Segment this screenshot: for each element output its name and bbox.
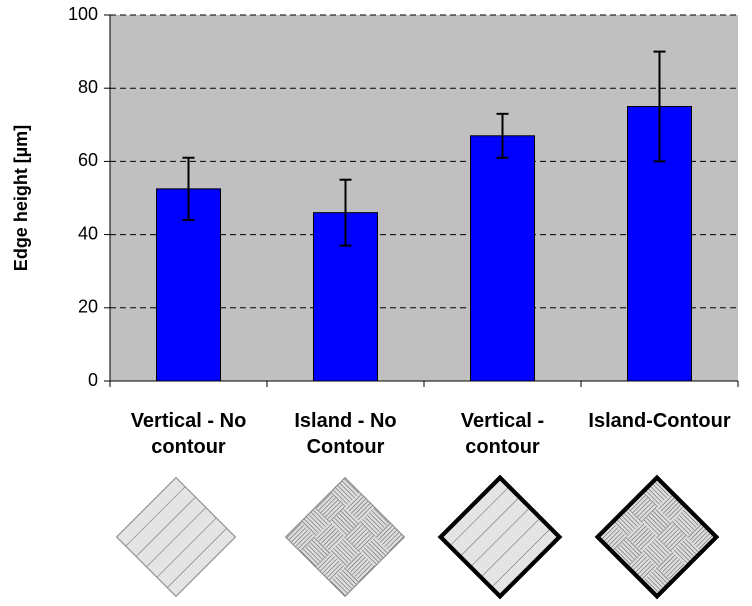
y-axis-label: Edge height [µm] xyxy=(11,125,31,271)
y-tick-label: 20 xyxy=(78,297,98,317)
error-bar xyxy=(496,112,509,159)
y-tick-label: 80 xyxy=(78,77,98,97)
y-tick-label: 0 xyxy=(88,370,98,390)
y-tick-label: 60 xyxy=(78,150,98,170)
icon-island xyxy=(284,476,406,598)
sample-icons xyxy=(115,474,720,600)
y-tick-label: 100 xyxy=(68,4,98,24)
x-tick-label: Island-Contour xyxy=(588,410,731,432)
x-tick-label: Vertical - contour xyxy=(460,410,545,458)
x-tick-label: Island - No Contour xyxy=(294,410,397,458)
y-tick-label: 40 xyxy=(78,223,98,243)
icon-vertical-contour xyxy=(437,474,563,600)
error-bar xyxy=(182,156,195,221)
x-tick-label: Vertical - No contour xyxy=(130,410,247,458)
error-bar xyxy=(339,178,352,247)
icon-vertical xyxy=(115,476,237,598)
icon-island-contour xyxy=(594,474,720,600)
bar xyxy=(470,135,535,382)
error-bar xyxy=(653,50,666,163)
